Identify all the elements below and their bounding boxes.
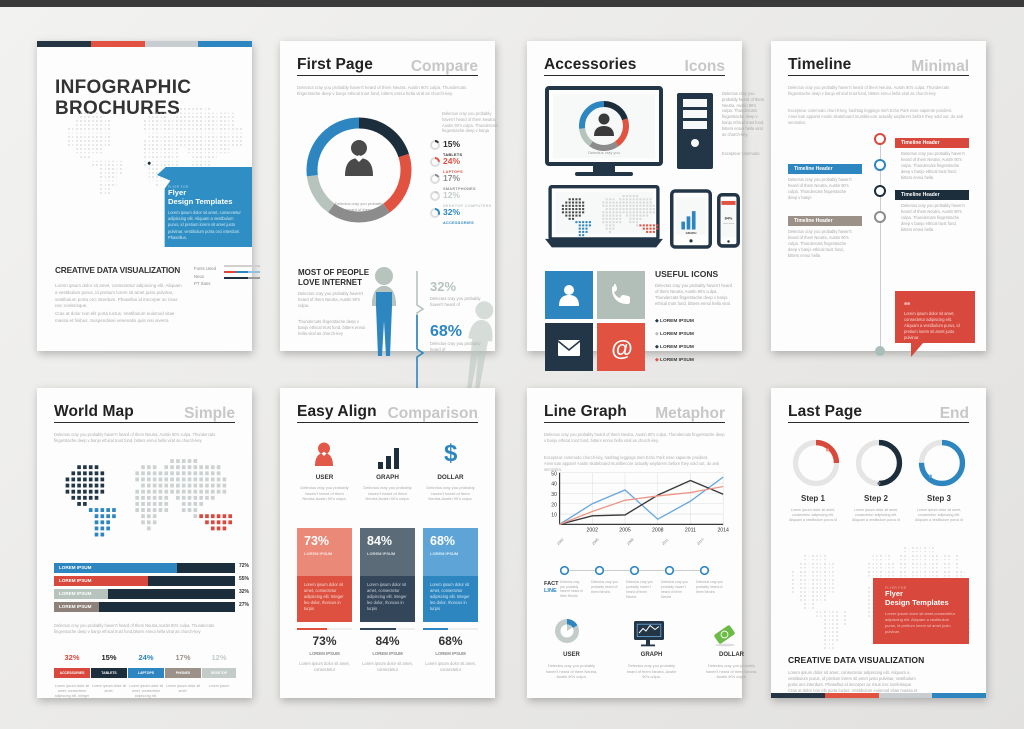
- svg-text:50: 50: [551, 471, 557, 477]
- svg-text:10: 10: [551, 513, 557, 519]
- svg-text:2002: 2002: [587, 527, 599, 533]
- svg-text:40: 40: [551, 482, 557, 488]
- svg-text:2014: 2014: [717, 527, 729, 533]
- svg-text:30: 30: [551, 492, 557, 498]
- svg-text:2008: 2008: [652, 527, 664, 533]
- svg-text:Delectus cray you: Delectus cray you: [588, 150, 620, 155]
- svg-text:@: @: [611, 336, 632, 361]
- svg-text:84%: 84%: [725, 215, 733, 220]
- svg-text:$: $: [444, 440, 458, 464]
- svg-text:GRAPH: GRAPH: [686, 231, 697, 235]
- svg-text:20: 20: [551, 502, 557, 508]
- svg-text:Lorem ipsum: Lorem ipsum: [723, 223, 735, 225]
- svg-text:2005: 2005: [619, 527, 631, 533]
- svg-text:2011: 2011: [685, 527, 696, 533]
